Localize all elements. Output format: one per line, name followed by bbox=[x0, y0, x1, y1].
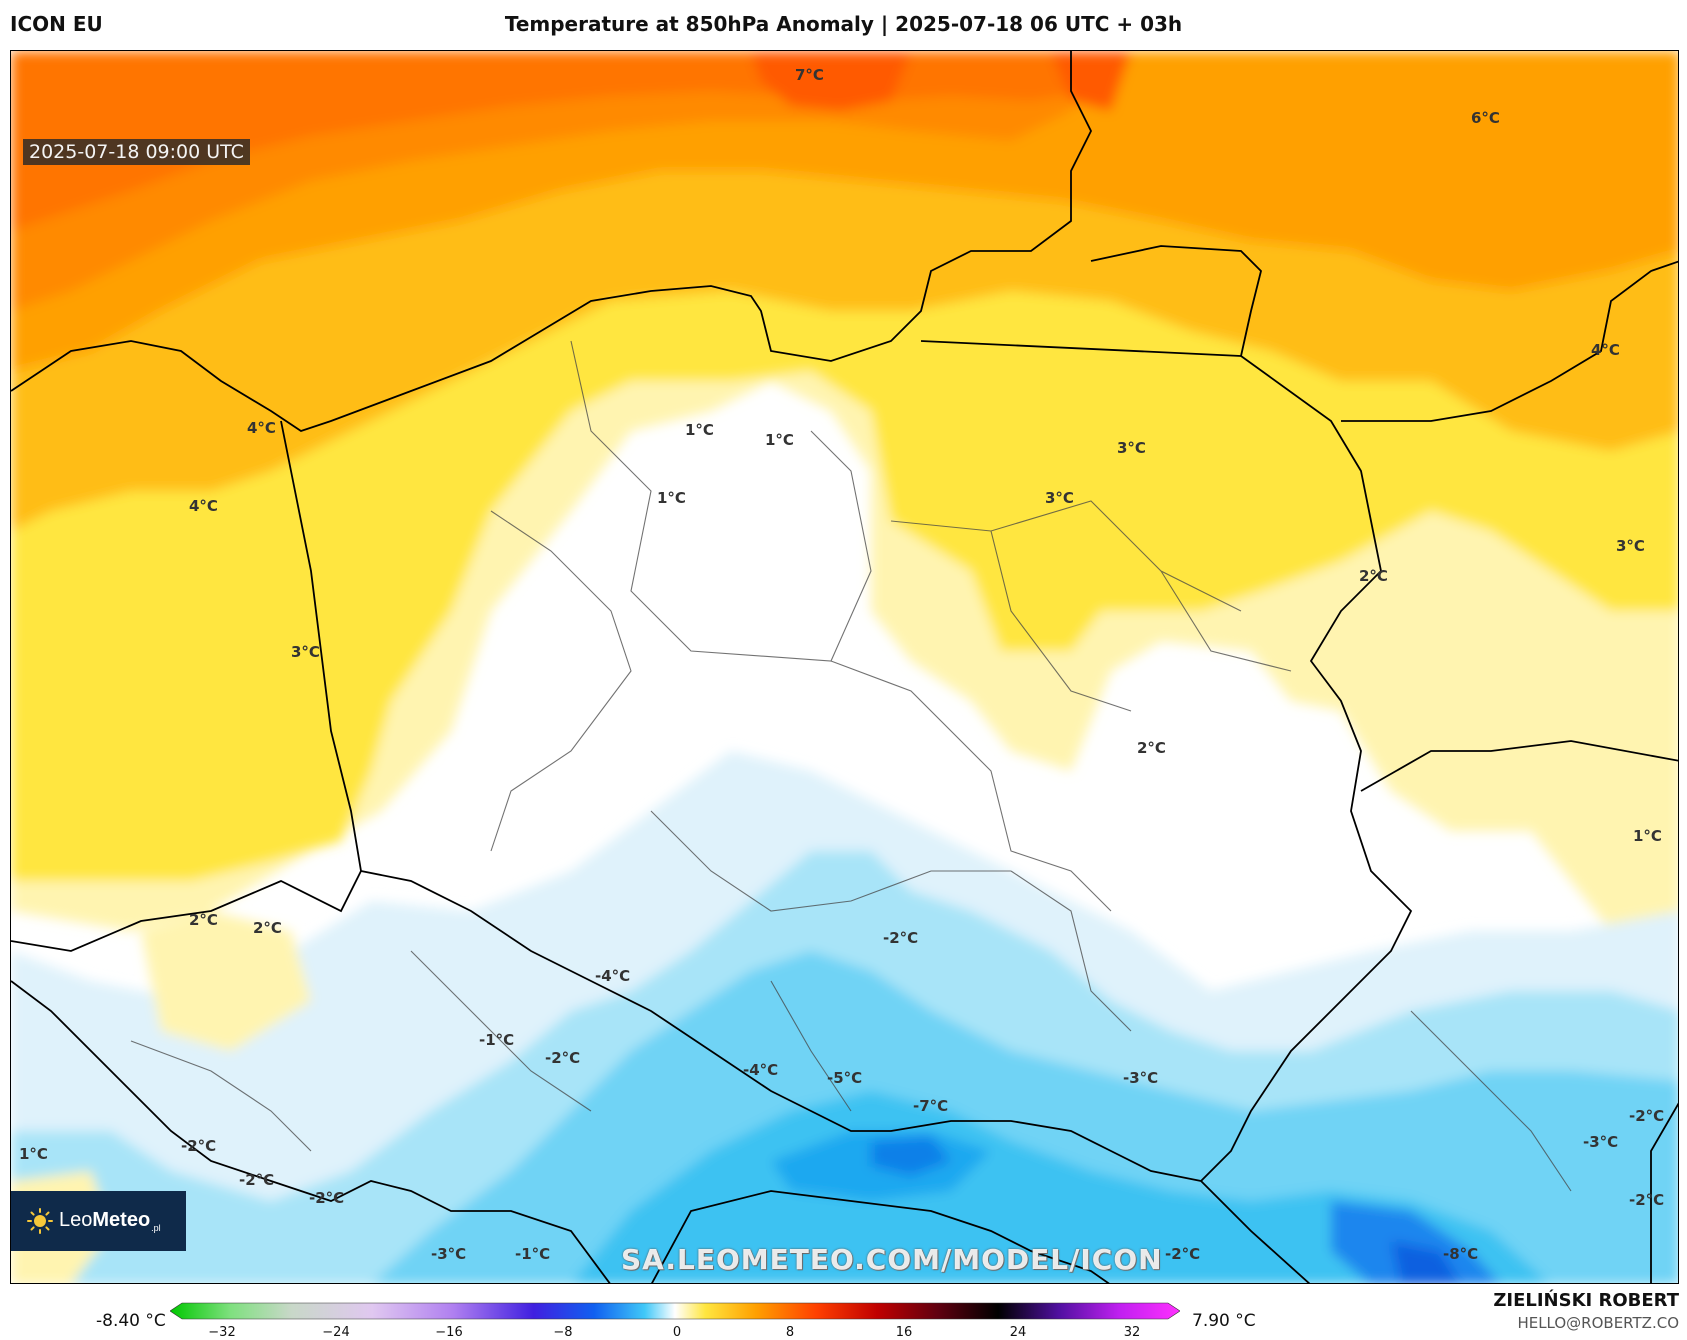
valid-time-badge: 2025-07-18 09:00 UTC bbox=[23, 139, 250, 165]
contour-label: 6°C bbox=[1471, 109, 1500, 127]
colorbar-tick: 24 bbox=[1009, 1325, 1027, 1340]
contour-label: -3°C bbox=[431, 1245, 467, 1263]
contour-label: -3°C bbox=[1123, 1069, 1159, 1087]
contour-label: 1°C bbox=[657, 489, 686, 507]
colorbar-tick: −16 bbox=[435, 1325, 463, 1340]
colorbar-tick: 32 bbox=[1123, 1325, 1141, 1340]
contour-label: -2°C bbox=[883, 929, 919, 947]
contour-label: -2°C bbox=[309, 1189, 345, 1207]
contour-label: 4°C bbox=[189, 497, 218, 515]
author-email[interactable]: HELLO@ROBERTZ.CO bbox=[1517, 1314, 1679, 1332]
colorbar-tick: −24 bbox=[322, 1325, 350, 1340]
country-borders bbox=[11, 51, 1678, 1283]
contour-label: -4°C bbox=[743, 1061, 779, 1079]
colorbar-min-label: -8.40 °C bbox=[96, 1311, 166, 1331]
anomaly-map[interactable]: 2025-07-18 09:00 UTC 7°C 6°C 4°C 4°C 4°C… bbox=[10, 50, 1679, 1284]
contour-label: 7°C bbox=[795, 66, 824, 84]
contour-label: -2°C bbox=[239, 1171, 275, 1189]
colorbar-tick: 16 bbox=[895, 1325, 913, 1340]
contour-label: 2°C bbox=[189, 911, 218, 929]
contour-label: 2°C bbox=[1359, 567, 1388, 585]
source-watermark: SA.LEOMETEO.COM/MODEL/ICON bbox=[621, 1243, 1163, 1276]
contour-label: 1°C bbox=[685, 421, 714, 439]
contour-label: 3°C bbox=[1045, 489, 1074, 507]
contour-label: -2°C bbox=[1629, 1191, 1665, 1209]
contour-label: -7°C bbox=[913, 1097, 949, 1115]
contour-label: -8°C bbox=[1443, 1245, 1479, 1263]
contour-label: 3°C bbox=[291, 643, 320, 661]
contour-label: -2°C bbox=[545, 1049, 581, 1067]
temperature-field bbox=[11, 51, 1678, 1283]
colorbar-max-label: 7.90 °C bbox=[1192, 1311, 1256, 1331]
colorbar-tick: −8 bbox=[553, 1325, 573, 1340]
contour-label: -5°C bbox=[827, 1069, 863, 1087]
colorbar-tick: 0 bbox=[672, 1325, 682, 1340]
contour-label: 1°C bbox=[1633, 827, 1662, 845]
sun-icon bbox=[27, 1208, 53, 1234]
contour-label: -2°C bbox=[1629, 1107, 1665, 1125]
contour-label: 4°C bbox=[247, 419, 276, 437]
map-title: Temperature at 850hPa Anomaly | 2025-07-… bbox=[504, 12, 1183, 36]
contour-label: 1°C bbox=[765, 431, 794, 449]
leometeo-logo[interactable]: LeoMeteo.pl bbox=[11, 1191, 186, 1251]
contour-label: 3°C bbox=[1616, 537, 1645, 555]
contour-label: -2°C bbox=[1165, 1245, 1201, 1263]
contour-label: 4°C bbox=[1591, 341, 1620, 359]
contour-label: 2°C bbox=[1137, 739, 1166, 757]
contour-label: 3°C bbox=[1117, 439, 1146, 457]
contour-label: 2°C bbox=[253, 919, 282, 937]
colorbar bbox=[170, 1302, 1180, 1320]
model-name: ICON EU bbox=[10, 12, 103, 36]
author-name: ZIELIŃSKI ROBERT bbox=[1493, 1290, 1679, 1311]
contour-label: -1°C bbox=[515, 1245, 551, 1263]
colorbar-tick: 8 bbox=[785, 1325, 795, 1340]
contour-label: -1°C bbox=[479, 1031, 515, 1049]
logo-wordmark: LeoMeteo.pl bbox=[59, 1209, 161, 1233]
contour-label: -4°C bbox=[595, 967, 631, 985]
contour-label: -3°C bbox=[1583, 1133, 1619, 1151]
contour-label: 1°C bbox=[19, 1145, 48, 1163]
contour-label: -2°C bbox=[181, 1137, 217, 1155]
colorbar-tick: −32 bbox=[208, 1325, 236, 1340]
admin-borders bbox=[130, 340, 1572, 1192]
